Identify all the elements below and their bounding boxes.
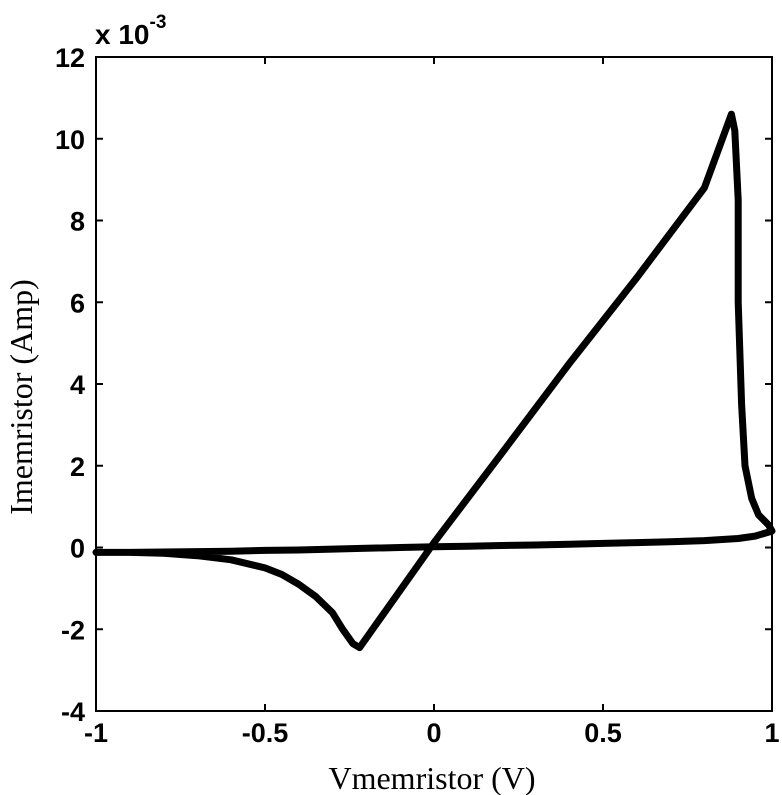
axes <box>95 56 773 712</box>
y-tick-label: 8 <box>70 207 85 237</box>
x-axis-label: Vmemristor (V) <box>328 760 535 795</box>
x-tick-label: -1 <box>84 718 108 748</box>
y-tick-label: -4 <box>61 697 85 727</box>
labels: x 10-3 Vmemristor (V) Imemristor (Amp) <box>3 12 536 795</box>
x-tick-label: 1 <box>764 718 779 748</box>
y-axis-label: Imemristor (Amp) <box>3 279 39 515</box>
y-multiplier-base: x 10 <box>95 19 150 50</box>
y-tick-label: 0 <box>70 534 85 564</box>
plot-frame <box>95 56 773 712</box>
y-tick-label: -2 <box>61 615 85 645</box>
y-multiplier: x 10-3 <box>95 12 166 50</box>
y-tick-label: 12 <box>55 43 85 73</box>
y-tick-label: 2 <box>70 452 85 482</box>
x-tick-label: -0.5 <box>242 718 289 748</box>
y-tick-label: 6 <box>70 288 85 318</box>
y-tick-label: 4 <box>70 370 85 400</box>
y-tick-label: 10 <box>55 125 85 155</box>
y-multiplier-exponent: -3 <box>150 12 167 33</box>
series <box>92 110 776 652</box>
hysteresis-curve <box>92 110 776 652</box>
ticks: -1 -0.5 0 0.5 1 -4 -2 0 2 4 6 8 10 12 <box>55 43 780 748</box>
x-tick-label: 0.5 <box>584 718 622 748</box>
x-tick-label: 0 <box>426 718 441 748</box>
